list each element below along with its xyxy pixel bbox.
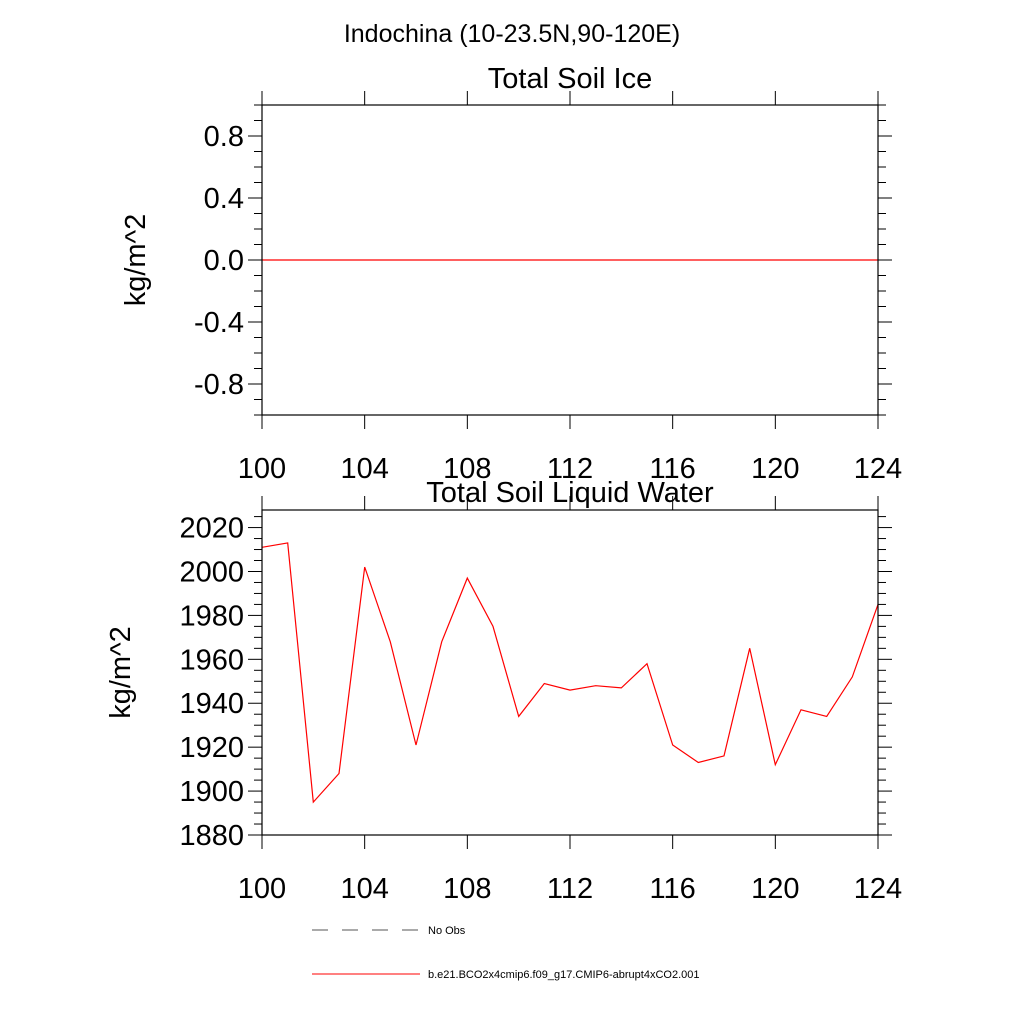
legend-label-no-obs: No Obs xyxy=(428,925,466,937)
y-tick-label: 0.4 xyxy=(204,183,244,215)
y-axis-label: kg/m^2 xyxy=(120,214,152,307)
y-axis-label: kg/m^2 xyxy=(105,626,137,719)
y-tick-label: 1920 xyxy=(179,732,244,764)
y-tick-label: 0.0 xyxy=(204,245,244,277)
plot-frame xyxy=(261,509,879,836)
x-tick-label: 124 xyxy=(854,873,902,905)
y-tick-label: 1960 xyxy=(179,644,244,676)
x-tick-label: 124 xyxy=(854,453,902,485)
x-tick-label: 100 xyxy=(238,873,286,905)
tick-labels: 100 104 108 112 116 120 124 1880 1900 1920 1940 196… xyxy=(179,513,902,905)
y-tick-label: 1940 xyxy=(179,688,244,720)
y-tick-label: 0.8 xyxy=(204,121,244,153)
y-tick-label: 1900 xyxy=(179,776,244,808)
x-tick-label: 108 xyxy=(443,453,491,485)
x-tick-label: 104 xyxy=(340,453,388,485)
x-tick-label: 120 xyxy=(751,453,799,485)
plot-frame xyxy=(261,104,879,416)
y-tick-label: 2000 xyxy=(179,556,244,588)
x-tick-label: 116 xyxy=(650,453,696,485)
y-tick-label: 1880 xyxy=(179,820,244,852)
ticks xyxy=(248,91,892,429)
x-tick-label: 112 xyxy=(547,453,593,485)
legend-label-model: b.e21.BCO2x4cmip6.f09_g17.CMIP6-abrupt4x… xyxy=(428,969,700,981)
x-tick-label: 120 xyxy=(751,873,799,905)
panel-total-soil-ice: Total Soil Ice 100 104 108 112 116 120 124 -0.8… xyxy=(120,63,902,485)
tick-labels: 100 104 108 112 116 120 124 -0.8 -0.4 0.0 0.4 0.8 xyxy=(194,121,902,485)
panel-title: Total Soil Ice xyxy=(488,63,652,95)
panel-total-soil-liquid-water: Total Soil Liquid Water 100 104 108 112 116 1… xyxy=(105,477,902,905)
y-tick-label: -0.4 xyxy=(194,307,244,339)
x-tick-label: 100 xyxy=(238,453,286,485)
x-tick-label: 116 xyxy=(650,873,696,905)
y-tick-label: -0.8 xyxy=(194,369,244,401)
y-tick-label: 2020 xyxy=(179,513,244,545)
series-line xyxy=(261,542,879,804)
series-lines xyxy=(261,542,879,804)
ticks xyxy=(248,496,892,849)
x-tick-label: 112 xyxy=(547,873,593,905)
legend: No Obs b.e21.BCO2x4cmip6.f09_g17.CMIP6-a… xyxy=(312,925,700,981)
figure-title: Indochina (10-23.5N,90-120E) xyxy=(344,20,680,48)
x-tick-label: 104 xyxy=(340,873,388,905)
y-tick-label: 1980 xyxy=(179,600,244,632)
x-tick-label: 108 xyxy=(443,873,491,905)
